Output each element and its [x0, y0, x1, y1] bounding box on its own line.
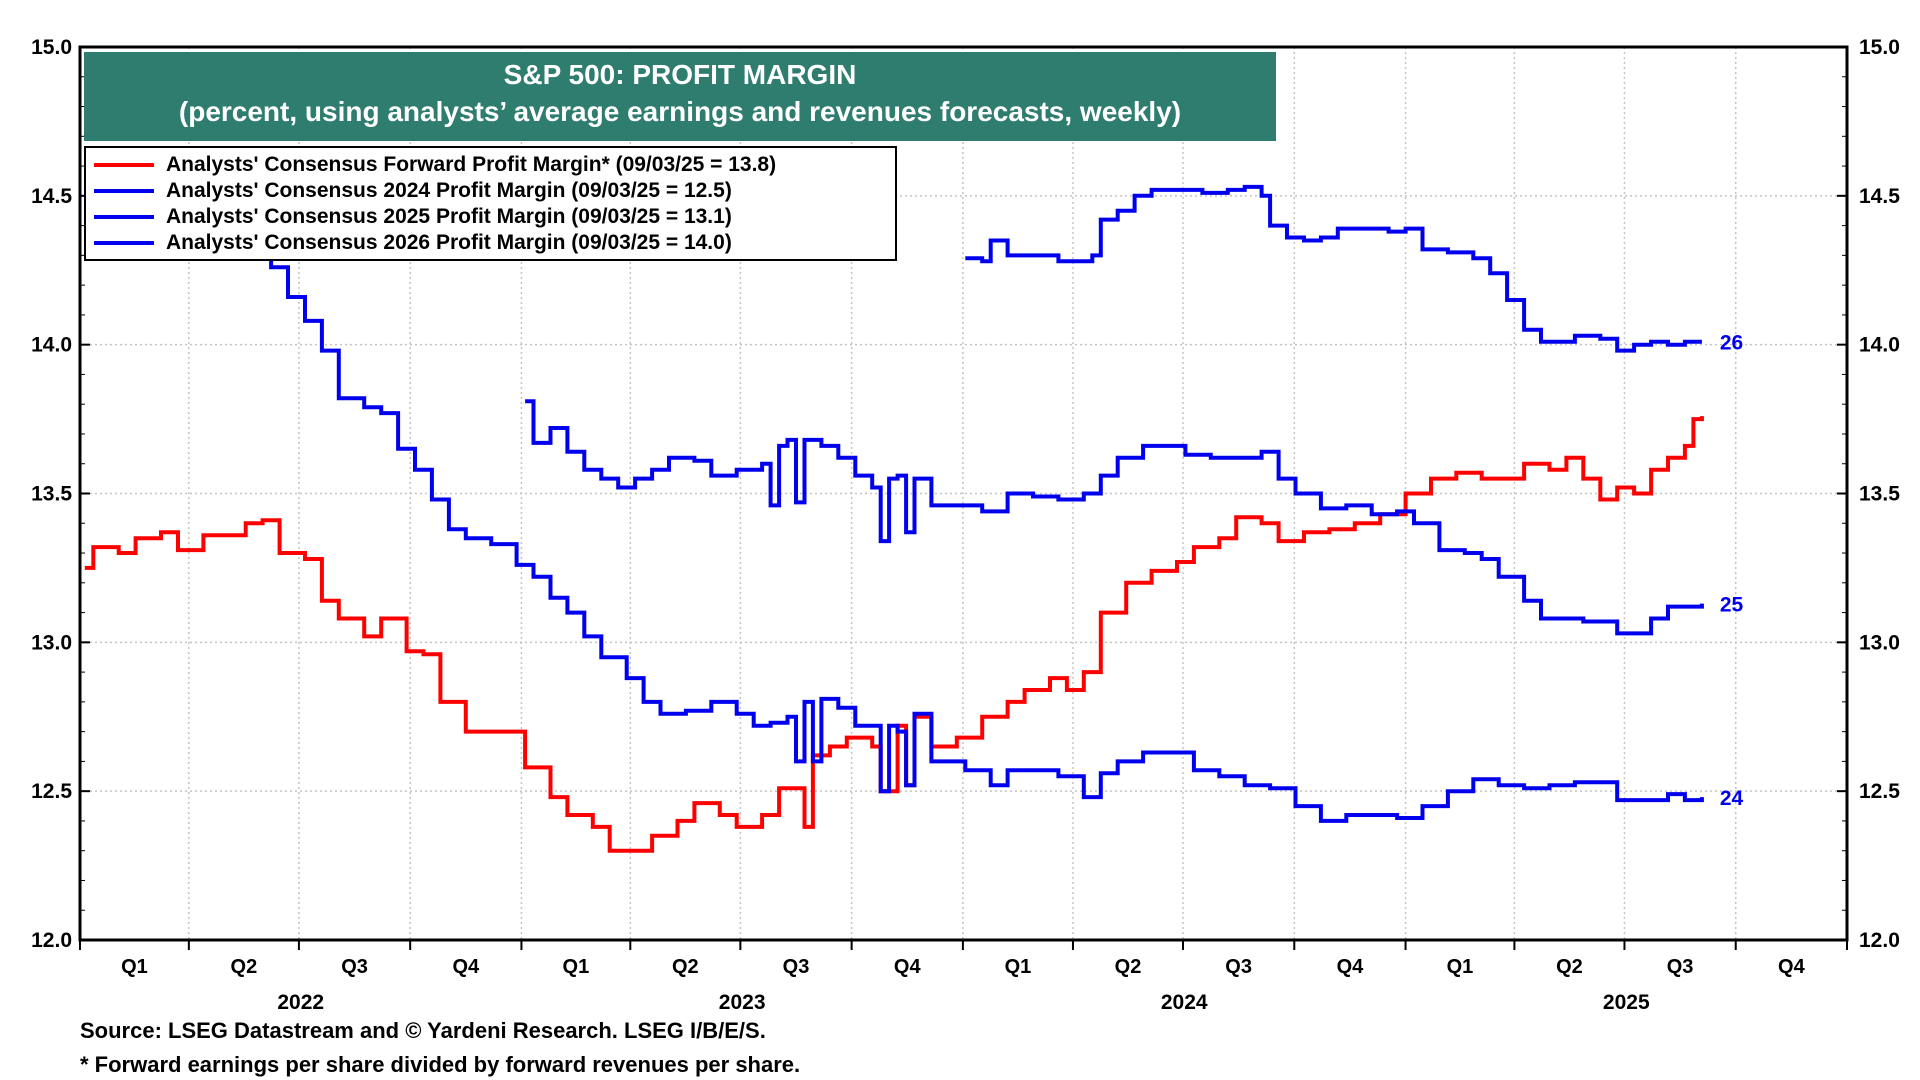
x-tick-label-quarter: Q4 [1778, 956, 1806, 978]
x-tick-label-quarter: Q1 [1005, 956, 1032, 978]
series-end-label-1: 24 [1720, 787, 1744, 810]
series-lines [84, 184, 1704, 853]
series-line-1 [262, 253, 1704, 823]
x-tick-label-quarter: Q4 [1337, 956, 1365, 978]
series-line-2 [525, 399, 1704, 636]
footnote: * Forward earnings per share divided by … [80, 1052, 801, 1077]
y-tick-label-right: 12.5 [1859, 780, 1900, 803]
y-tick-label-right: 13.5 [1859, 483, 1900, 506]
x-tick-label-year: 2022 [277, 991, 324, 1014]
chart-subtitle: (percent, using analysts’ average earnin… [178, 96, 1182, 127]
x-tick-label-quarter: Q2 [1115, 956, 1142, 978]
x-tick-label-quarter: Q4 [894, 956, 922, 978]
x-tick-label-year: 2025 [1603, 991, 1650, 1014]
x-tick-label-quarter: Q1 [121, 956, 148, 978]
x-tick-label-quarter: Q3 [1667, 956, 1694, 978]
x-tick-label-year: 2024 [1161, 991, 1208, 1014]
legend-label-2026: Analysts' Consensus 2026 Profit Margin (… [166, 231, 732, 254]
chart-title-box: S&P 500: PROFIT MARGIN (percent, using a… [84, 52, 1276, 141]
y-tick-label-right: 15.0 [1859, 36, 1900, 59]
y-tick-label-left: 14.0 [31, 334, 72, 357]
y-tick-label-left: 13.5 [31, 483, 72, 506]
legend-swatch-2024 [94, 189, 154, 193]
legend: Analysts' Consensus Forward Profit Margi… [84, 146, 897, 261]
legend-swatch-2026 [94, 241, 154, 245]
legend-item-2024: Analysts' Consensus 2024 Profit Margin (… [94, 178, 732, 204]
x-tick-label-quarter: Q2 [672, 956, 699, 978]
series-line-3 [965, 184, 1702, 353]
source-note: Source: LSEG Datastream and © Yardeni Re… [80, 1018, 766, 1043]
end-labels: 24 25 26 [1720, 332, 1744, 810]
y-tick-label-left: 14.5 [31, 185, 72, 208]
y-tick-label-right: 12.0 [1859, 929, 1900, 952]
legend-item-2026: Analysts' Consensus 2026 Profit Margin (… [94, 230, 732, 256]
x-tick-label-quarter: Q2 [1556, 956, 1583, 978]
x-tick-label-quarter: Q1 [563, 956, 590, 978]
x-tick-label-year: 2023 [719, 991, 766, 1014]
x-tick-label-quarter: Q3 [341, 956, 368, 978]
y-tick-label-right: 13.0 [1859, 631, 1900, 654]
legend-swatch-2025 [94, 215, 154, 219]
series-line-0 [84, 416, 1704, 853]
y-tick-label-left: 13.0 [31, 631, 72, 654]
legend-item-forward: Analysts' Consensus Forward Profit Margi… [94, 152, 776, 178]
legend-label-forward: Analysts' Consensus Forward Profit Margi… [166, 153, 777, 176]
series-end-label-2: 25 [1720, 594, 1744, 617]
legend-item-2025: Analysts' Consensus 2025 Profit Margin (… [94, 204, 732, 230]
series-end-label-3: 26 [1720, 332, 1743, 355]
legend-label-2024: Analysts' Consensus 2024 Profit Margin (… [166, 179, 732, 202]
x-tick-label-quarter: Q1 [1447, 956, 1474, 978]
x-tick-label-quarter: Q4 [452, 956, 480, 978]
legend-label-2025: Analysts' Consensus 2025 Profit Margin (… [166, 205, 732, 228]
x-tick-label-quarter: Q3 [783, 956, 810, 978]
y-tick-label-left: 15.0 [31, 36, 72, 59]
axes: 12.0 12.0 12.5 12.5 13.0 13.0 13.5 13.5 14.0 14.0… [31, 36, 1900, 1014]
y-tick-label-left: 12.5 [31, 780, 72, 803]
legend-swatch-forward [94, 163, 154, 167]
y-tick-label-right: 14.0 [1859, 334, 1900, 357]
y-tick-label-right: 14.5 [1859, 185, 1900, 208]
y-tick-label-left: 12.0 [31, 929, 72, 952]
x-tick-label-quarter: Q2 [231, 956, 258, 978]
x-tick-label-quarter: Q3 [1225, 956, 1252, 978]
chart-title: S&P 500: PROFIT MARGIN [503, 59, 857, 90]
